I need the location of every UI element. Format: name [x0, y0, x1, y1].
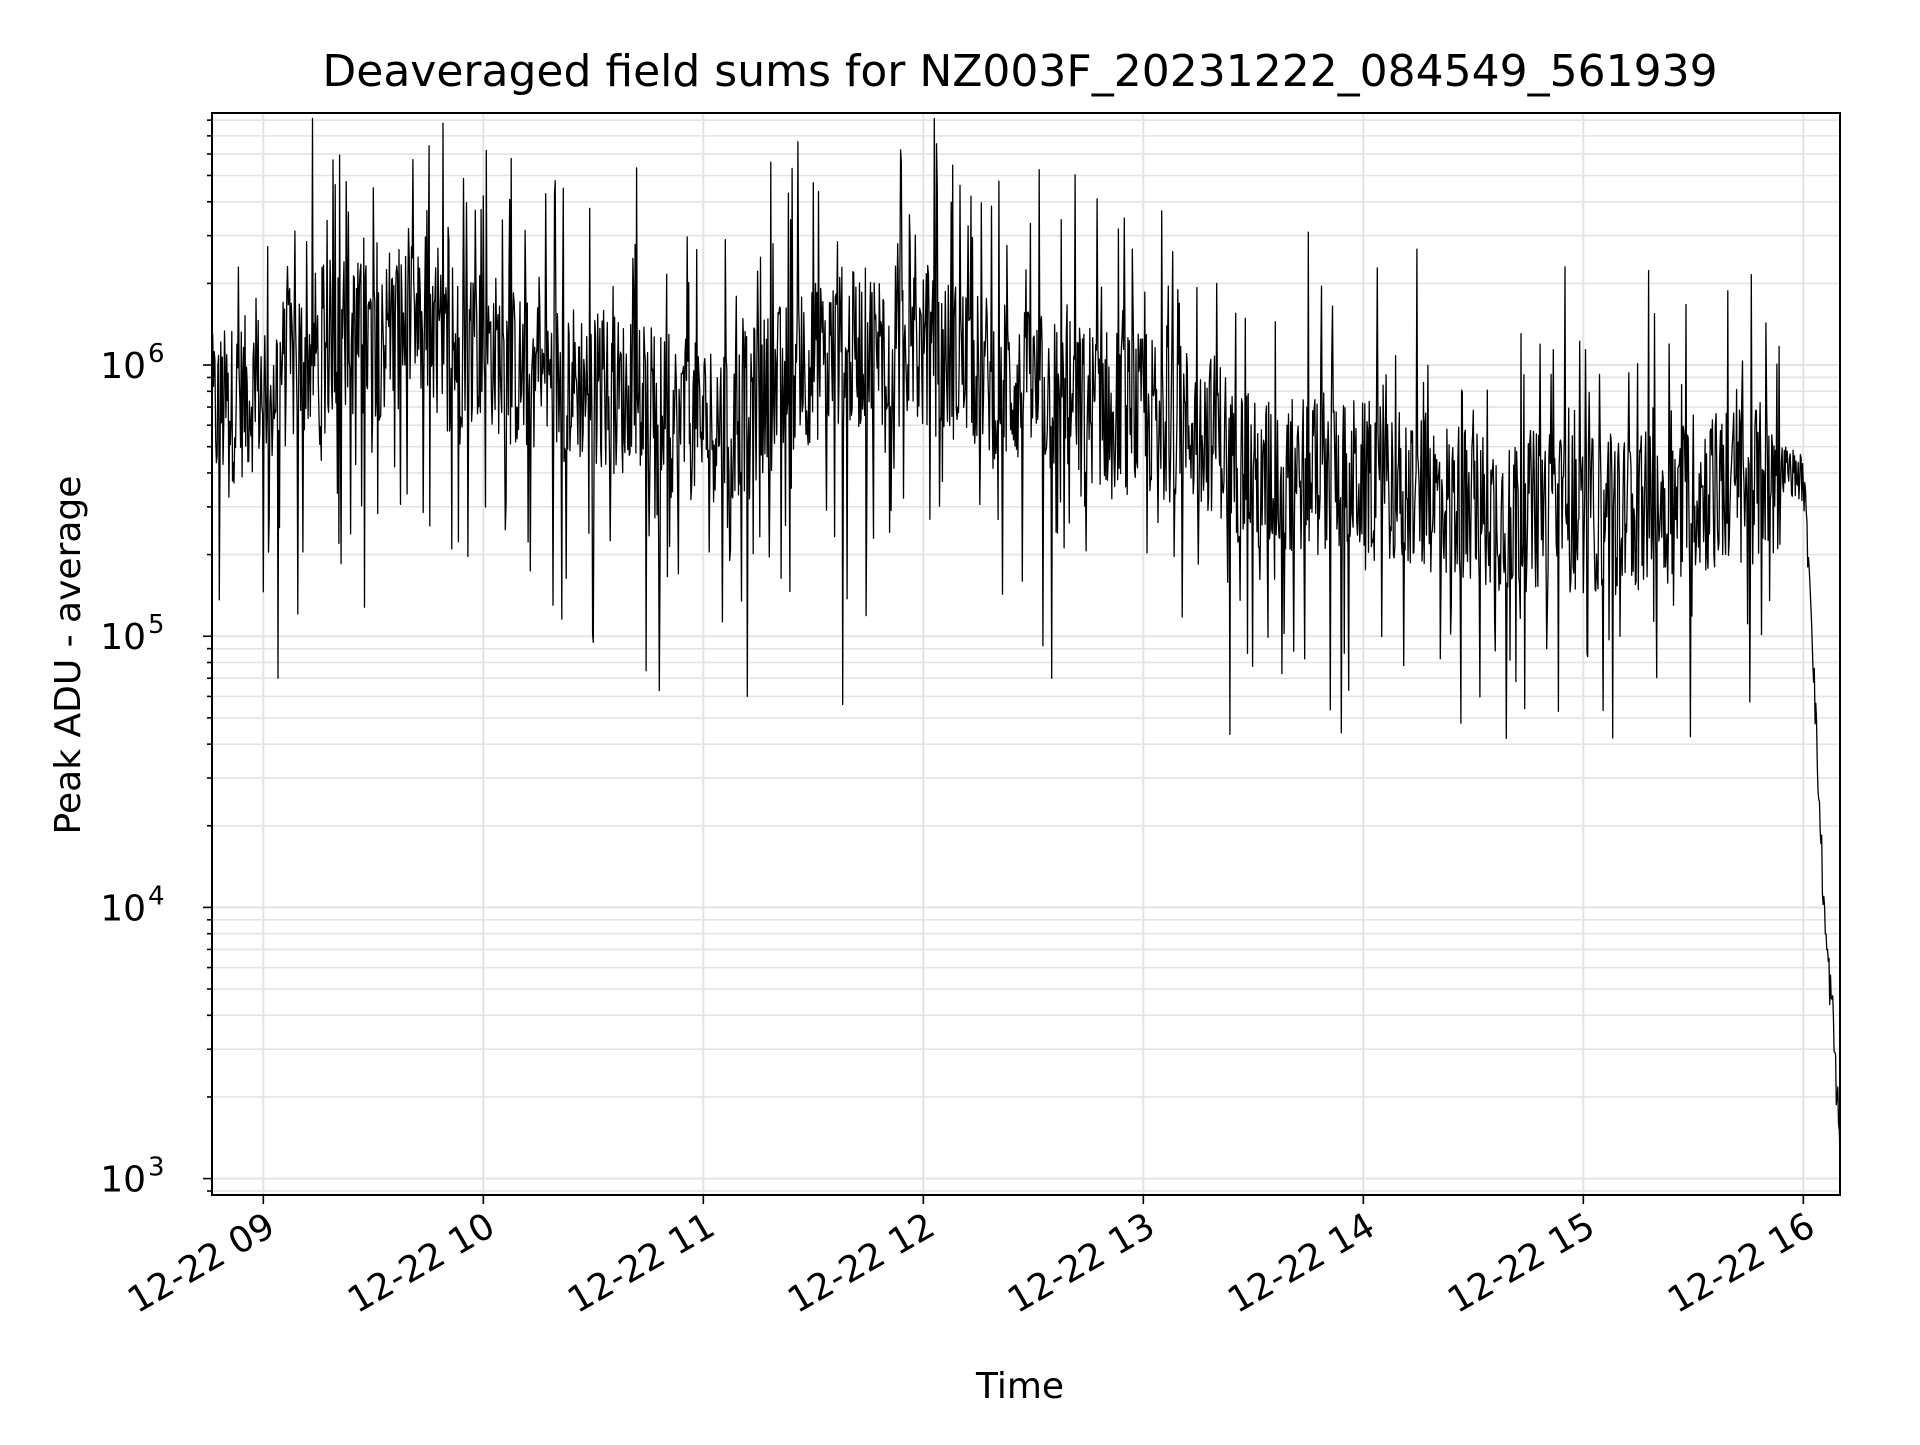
x-tick-label: 12-22 13 [1001, 1205, 1162, 1321]
chart-title: Deaveraged field sums for NZ003F_2023122… [322, 46, 1717, 97]
x-tick-label: 12-22 11 [561, 1205, 722, 1321]
x-axis: 12-22 09 12-22 10 12-22 11 12-22 12 12-22 13… [121, 1195, 1822, 1322]
y-tick-label-exponent: 5 [148, 610, 165, 640]
y-tick-label-exponent: 4 [148, 881, 165, 911]
x-axis-label: Time [975, 1366, 1064, 1407]
x-tick-label: 12-22 09 [121, 1205, 282, 1321]
series-line [211, 117, 1841, 1155]
y-tick-label: 10 [100, 1160, 146, 1201]
x-tick-label: 12-22 12 [781, 1205, 942, 1321]
y-axis-label: Peak ADU - average [48, 476, 89, 835]
y-tick-label: 10 [100, 346, 146, 387]
y-tick-label: 10 [100, 617, 146, 658]
x-tick-label: 12-22 15 [1441, 1205, 1602, 1321]
y-tick-label-exponent: 3 [148, 1153, 165, 1183]
plot-frame [211, 112, 1841, 1196]
x-tick-label: 12-22 16 [1661, 1205, 1822, 1321]
x-tick-label: 12-22 10 [341, 1205, 502, 1321]
y-tick-label: 10 [100, 888, 146, 929]
x-tick-label: 12-22 14 [1221, 1205, 1382, 1321]
series-line-layer [211, 117, 1841, 1155]
y-tick-label-exponent: 6 [148, 339, 165, 369]
